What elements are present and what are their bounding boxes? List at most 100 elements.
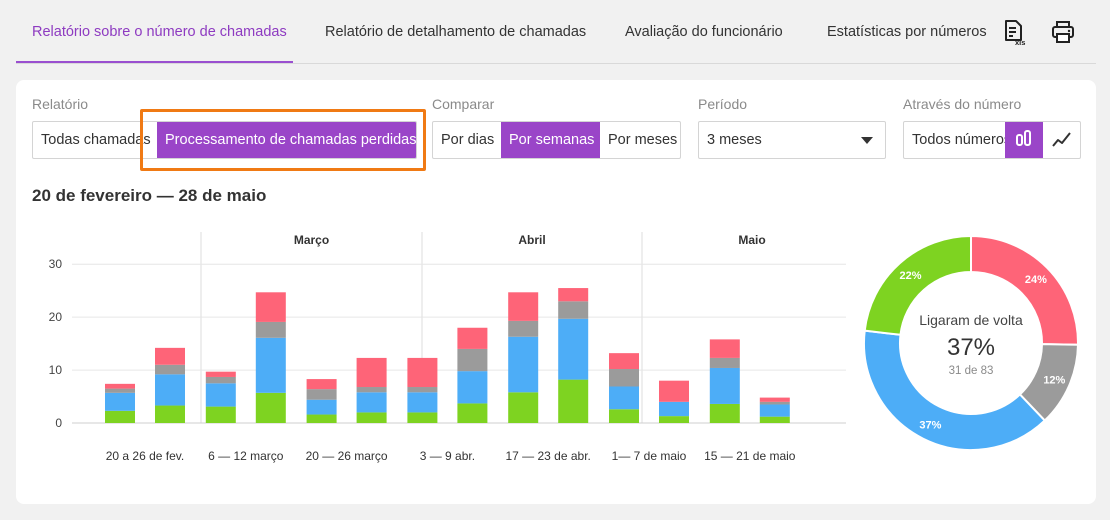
compare-filter-label: Comparar xyxy=(432,96,495,112)
bar-segment xyxy=(558,318,589,380)
bar-segment xyxy=(508,320,539,337)
bar-segment xyxy=(457,348,488,372)
bar-segment xyxy=(155,405,185,423)
bar-segment xyxy=(105,383,135,389)
bar-segment xyxy=(306,389,337,400)
x-tick-label: 3 — 9 abr. xyxy=(420,449,475,463)
bar-segment xyxy=(407,392,438,413)
report-tabs: Relatório sobre o número de chamadas Rel… xyxy=(16,0,1096,64)
bar-segment xyxy=(306,399,337,415)
printer-icon[interactable] xyxy=(1048,17,1078,47)
bar-segment xyxy=(255,337,286,393)
donut-slice-label: 12% xyxy=(1043,375,1065,387)
x-tick-label: 20 — 26 março xyxy=(306,449,388,463)
compare-selector: Por dias Por semanas Por meses xyxy=(432,121,681,159)
compare-by-months[interactable]: Por meses xyxy=(608,132,678,148)
number-filter-label: Através do número xyxy=(903,96,1022,112)
bar-segment xyxy=(709,403,740,423)
xls-export-icon[interactable]: xls xyxy=(999,17,1029,47)
bar-segment xyxy=(558,379,589,423)
bar-segment xyxy=(457,327,488,349)
active-tab-indicator xyxy=(16,61,293,63)
bar-segment xyxy=(558,301,589,319)
donut-slice xyxy=(863,329,1047,451)
callback-donut-chart: 24% 12% 37% 22% xyxy=(863,234,1080,451)
bar-segment xyxy=(356,357,387,388)
bar-segment xyxy=(155,347,185,365)
donut-slice-label: 37% xyxy=(919,419,941,431)
donut-center-value: 37% xyxy=(946,334,996,361)
tab-number-statistics[interactable]: Estatísticas por números xyxy=(827,24,987,40)
bar-segment xyxy=(609,409,639,423)
bar-segment xyxy=(709,367,740,404)
y-tick-label: 10 xyxy=(49,363,63,377)
bar-segment xyxy=(356,412,387,423)
line-chart-icon xyxy=(1052,132,1071,147)
stacked-bar-chart: Março Abril Maio 0 10 20 30 20 a 26 de fev. 6 — … xyxy=(49,232,846,463)
donut-slice-label: 24% xyxy=(1025,274,1047,286)
y-tick-label: 20 xyxy=(49,310,63,324)
report-filter-label: Relatório xyxy=(32,96,89,112)
x-tick-label: 20 a 26 de fev. xyxy=(106,449,185,463)
line-view-button[interactable] xyxy=(1043,122,1080,158)
donut-slice-label: 22% xyxy=(899,270,921,282)
tab-call-detail-report[interactable]: Relatório de detalhamento de chamadas xyxy=(325,24,587,40)
bar-segment xyxy=(709,339,740,358)
tab-call-count-report[interactable]: Relatório sobre o número de chamadas xyxy=(32,24,287,40)
bar-segment xyxy=(155,374,185,406)
bar-segment xyxy=(105,410,135,423)
period-filter-label: Período xyxy=(698,96,748,112)
number-select[interactable]: Todos números xyxy=(903,121,1081,159)
compare-by-weeks[interactable]: Por semanas xyxy=(501,122,600,158)
bar-segment xyxy=(205,406,236,423)
y-tick-label: 0 xyxy=(55,416,62,430)
bar-segment xyxy=(105,388,135,393)
compare-by-days[interactable]: Por dias xyxy=(441,132,495,148)
donut-center-subtitle: 31 de 83 xyxy=(948,365,994,377)
bar-segment xyxy=(205,383,236,407)
month-label: Abril xyxy=(518,233,545,247)
bar-segment xyxy=(508,392,539,423)
donut-slice xyxy=(970,234,1079,346)
donut-slice xyxy=(863,234,972,336)
bar-chart-icon xyxy=(1016,130,1031,146)
donut-center-title: Ligaram de volta xyxy=(919,312,1023,328)
bar-segment xyxy=(609,369,639,387)
report-card: Relatório Todas chamadas Processamento d… xyxy=(16,80,1096,504)
bar-segment xyxy=(609,386,639,410)
report-type-selector: Todas chamadas Processamento de chamadas… xyxy=(32,121,417,159)
month-label: Maio xyxy=(738,233,765,247)
report-option-missed-processing[interactable]: Processamento de chamadas perdidas xyxy=(157,122,416,158)
bar-segment xyxy=(306,414,337,423)
bar-segment xyxy=(759,404,790,417)
bar-segment xyxy=(105,392,135,411)
bar-segment xyxy=(155,364,185,375)
x-tick-label: 1— 7 de maio xyxy=(612,449,687,463)
bar-view-button[interactable] xyxy=(1005,122,1043,158)
bar-segment xyxy=(508,292,539,321)
bar-segment xyxy=(255,321,286,338)
tab-employee-rating[interactable]: Avaliação do funcionário xyxy=(625,24,783,40)
x-tick-label: 6 — 12 março xyxy=(208,449,284,463)
bar-segment xyxy=(255,392,286,423)
report-option-all-calls[interactable]: Todas chamadas xyxy=(41,132,151,148)
period-select[interactable]: 3 meses xyxy=(698,121,886,159)
date-range-title: 20 de fevereiro — 28 de maio xyxy=(32,186,267,205)
bar-segment xyxy=(457,403,488,423)
bar-segment xyxy=(659,401,689,417)
bar-segment xyxy=(255,292,286,322)
bar-segment xyxy=(558,288,589,302)
bar-segment xyxy=(306,379,337,390)
bar-segment xyxy=(356,392,387,413)
bar-segment xyxy=(205,376,236,384)
y-tick-label: 30 xyxy=(49,257,63,271)
bar-segment xyxy=(709,357,740,368)
bar-segment xyxy=(407,412,438,423)
period-value: 3 meses xyxy=(707,132,762,148)
bar-segment xyxy=(659,380,689,402)
bar-segment xyxy=(407,357,438,388)
bar-segment xyxy=(609,353,639,370)
bar-segment xyxy=(759,397,790,402)
bar-segment xyxy=(457,371,488,404)
number-value: Todos números xyxy=(912,132,1008,148)
